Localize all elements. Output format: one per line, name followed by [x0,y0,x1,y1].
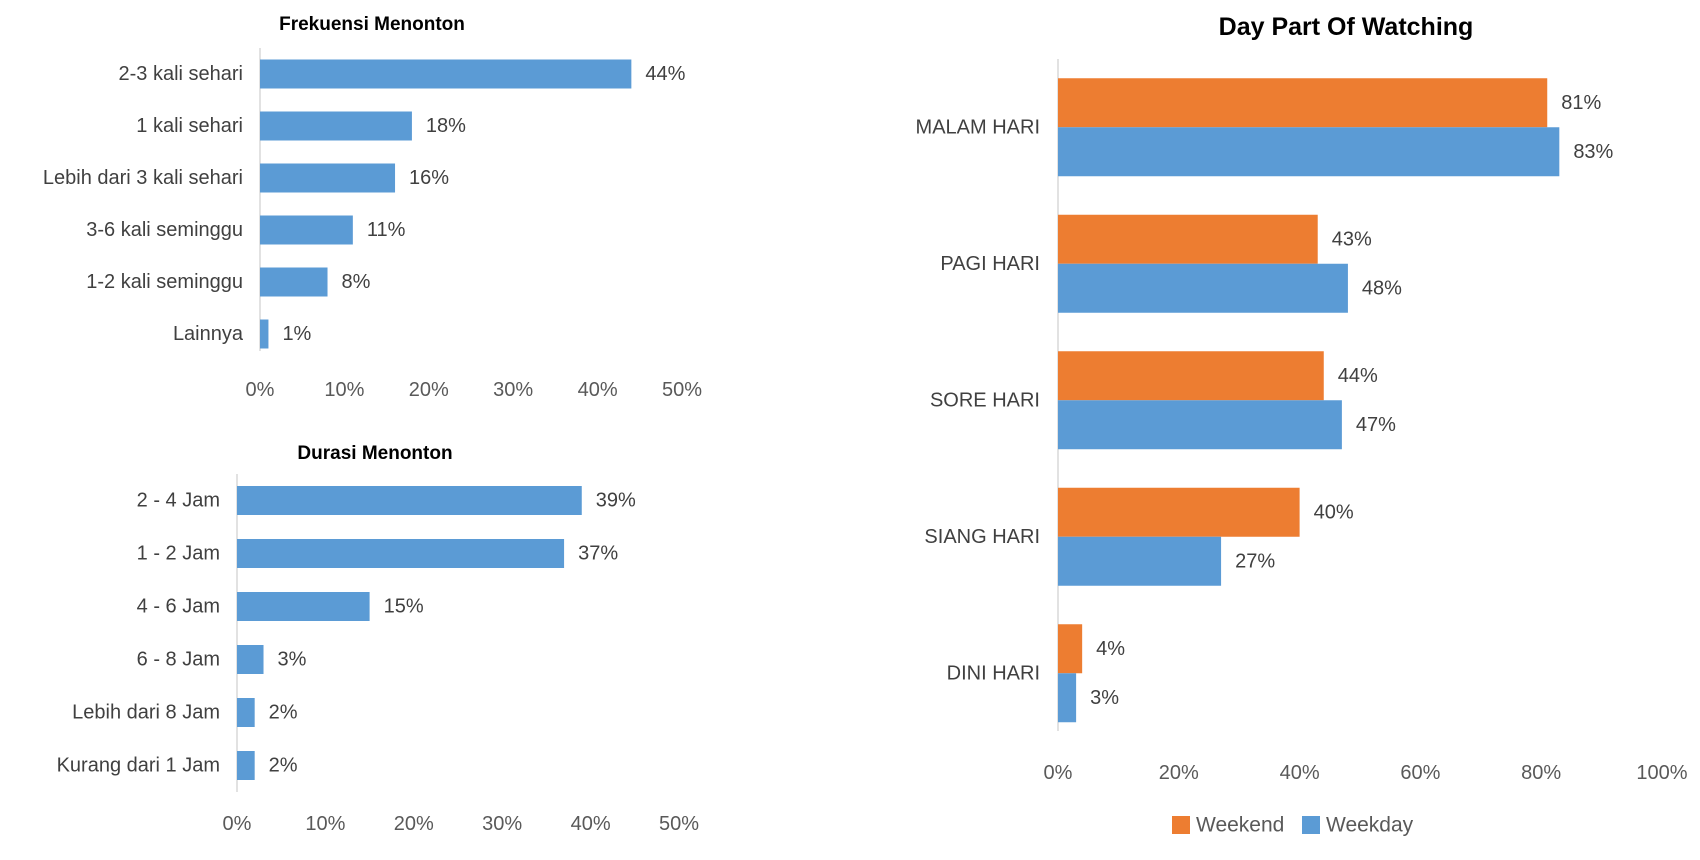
data-label: 4% [1096,638,1125,660]
data-label: 1% [282,323,311,345]
data-label: 40% [1314,501,1354,523]
bar-weekend [1058,214,1318,264]
data-label: 2% [269,755,298,777]
bar [237,645,264,674]
bar-weekend [1058,624,1083,674]
bar [237,592,370,621]
data-label: 47% [1356,414,1396,436]
category-label: PAGI HARI [940,253,1040,275]
frekuensi-chart: Frekuensi Menonton 2-3 kali sehari 44% 1 ka… [43,14,702,401]
x-tick-label: 0% [246,379,275,401]
category-label: Lebih dari 3 kali sehari [43,167,243,189]
x-tick-label: 30% [493,379,533,401]
x-tick-label: 80% [1521,762,1561,784]
category-label: 2 - 4 Jam [137,490,220,512]
data-label: 39% [596,490,636,512]
bar-weekday [1058,536,1222,586]
chart-title: Durasi Menonton [297,443,452,464]
legend-swatch-weekend [1172,816,1190,834]
category-label: DINI HARI [947,662,1040,684]
data-label: 44% [645,63,685,85]
category-label: 4 - 6 Jam [137,596,220,618]
category-label: SIANG HARI [924,526,1040,548]
data-label: 44% [1338,365,1378,387]
bar-weekday [1058,263,1348,313]
x-tick-label: 20% [1159,762,1199,784]
category-label: SORE HARI [930,389,1040,411]
bar [237,486,582,515]
legend-label: Weekday [1326,814,1414,837]
x-tick-label: 30% [482,813,522,835]
x-tick-label: 40% [578,379,618,401]
data-label: 11% [367,219,406,241]
bar [237,751,255,780]
x-tick-label: 10% [324,379,364,401]
data-label: 27% [1235,550,1275,572]
bar [260,267,328,297]
x-tick-label: 40% [571,813,611,835]
data-label: 83% [1573,141,1613,163]
x-tick-label: 50% [662,379,702,401]
category-label: 3-6 kali seminggu [86,219,243,241]
data-label: 3% [278,649,307,671]
category-label: Lebih dari 8 Jam [72,702,220,724]
x-tick-label: 10% [305,813,345,835]
bar [260,319,269,349]
day-part-chart: Day Part Of Watching MALAM HARI 81% 83% PAGI… [916,13,1688,837]
category-label: 6 - 8 Jam [137,649,220,671]
bar [260,111,412,141]
category-label: 1-2 kali seminggu [86,271,243,293]
data-label: 2% [269,702,298,724]
durasi-chart: Durasi Menonton 2 - 4 Jam 39% 1 - 2 Jam 37% 4… [57,443,700,835]
x-tick-label: 20% [409,379,449,401]
bar-weekend [1058,351,1324,401]
legend-swatch-weekday [1302,816,1320,834]
data-label: 8% [342,271,371,293]
category-label: Kurang dari 1 Jam [57,755,220,777]
bar-weekend [1058,78,1548,128]
category-label: Lainnya [173,323,244,345]
category-label: 1 - 2 Jam [137,543,220,565]
chart-title: Frekuensi Menonton [279,14,465,35]
data-label: 18% [426,115,466,137]
bar-weekend [1058,487,1300,537]
x-tick-label: 0% [1044,762,1073,784]
bar-weekday [1058,673,1077,723]
x-tick-label: 100% [1636,762,1687,784]
data-label: 43% [1332,228,1372,250]
legend-label: Weekend [1196,814,1284,837]
data-label: 16% [409,167,449,189]
bar-weekday [1058,400,1342,450]
bar [237,539,565,568]
category-label: MALAM HARI [916,116,1040,138]
bar [260,215,353,245]
bar [260,163,396,193]
category-label: 2-3 kali sehari [118,63,243,85]
x-tick-label: 50% [659,813,699,835]
category-label: 1 kali sehari [136,115,243,137]
x-tick-label: 40% [1280,762,1320,784]
legend: Weekend Weekday [1172,814,1414,837]
chart-title: Day Part Of Watching [1219,13,1474,41]
x-tick-label: 20% [394,813,434,835]
x-tick-label: 0% [223,813,252,835]
x-tick-label: 60% [1400,762,1440,784]
bar [237,698,255,727]
data-label: 81% [1561,92,1601,114]
bar-weekday [1058,127,1560,177]
data-label: 3% [1090,687,1119,709]
bar [260,59,632,89]
data-label: 48% [1362,277,1402,299]
data-label: 37% [578,543,618,565]
data-label: 15% [384,596,424,618]
